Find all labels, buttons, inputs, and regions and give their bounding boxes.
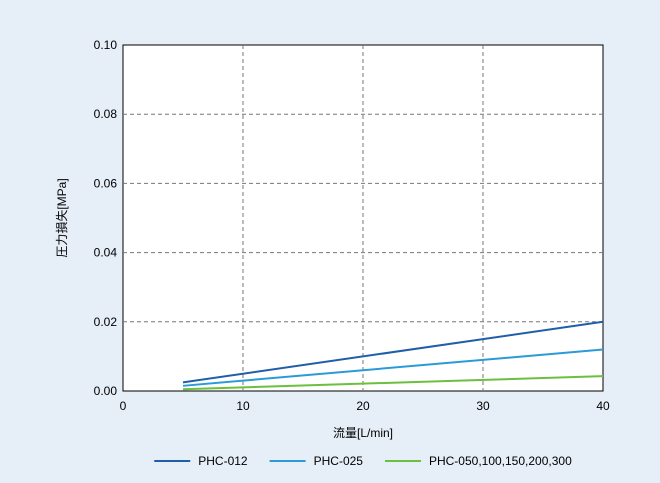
y-tick-label: 0.10 bbox=[94, 38, 118, 52]
x-tick-label: 0 bbox=[120, 399, 127, 413]
x-tick-label: 40 bbox=[596, 399, 610, 413]
series-lines bbox=[182, 320, 604, 391]
x-tick-label: 30 bbox=[476, 399, 490, 413]
grid-lines bbox=[123, 45, 603, 391]
y-tick-label: 0.08 bbox=[94, 107, 118, 121]
x-axis-label: 流量[L/min] bbox=[333, 426, 393, 440]
y-tick-label: 0.02 bbox=[94, 315, 118, 329]
tick-labels: 0 10 20 30 40 0.00 0.02 0.04 0.06 0.08 0.10 bbox=[94, 38, 610, 413]
y-tick-label: 0.00 bbox=[94, 384, 118, 398]
x-tick-label: 20 bbox=[356, 399, 370, 413]
series-line bbox=[182, 348, 604, 387]
legend-label: PHC-025 bbox=[314, 454, 364, 468]
x-tick-label: 10 bbox=[236, 399, 250, 413]
y-axis-label: 圧力損失[MPa] bbox=[54, 178, 69, 257]
legend-label: PHC-012 bbox=[198, 454, 248, 468]
y-tick-label: 0.06 bbox=[94, 176, 118, 190]
y-tick-label: 0.04 bbox=[94, 246, 118, 260]
series-line bbox=[182, 375, 604, 391]
legend: PHC-012 PHC-025 PHC-050,100,150,200,300 bbox=[154, 454, 572, 468]
legend-label: PHC-050,100,150,200,300 bbox=[429, 454, 572, 468]
series-line bbox=[182, 320, 604, 384]
